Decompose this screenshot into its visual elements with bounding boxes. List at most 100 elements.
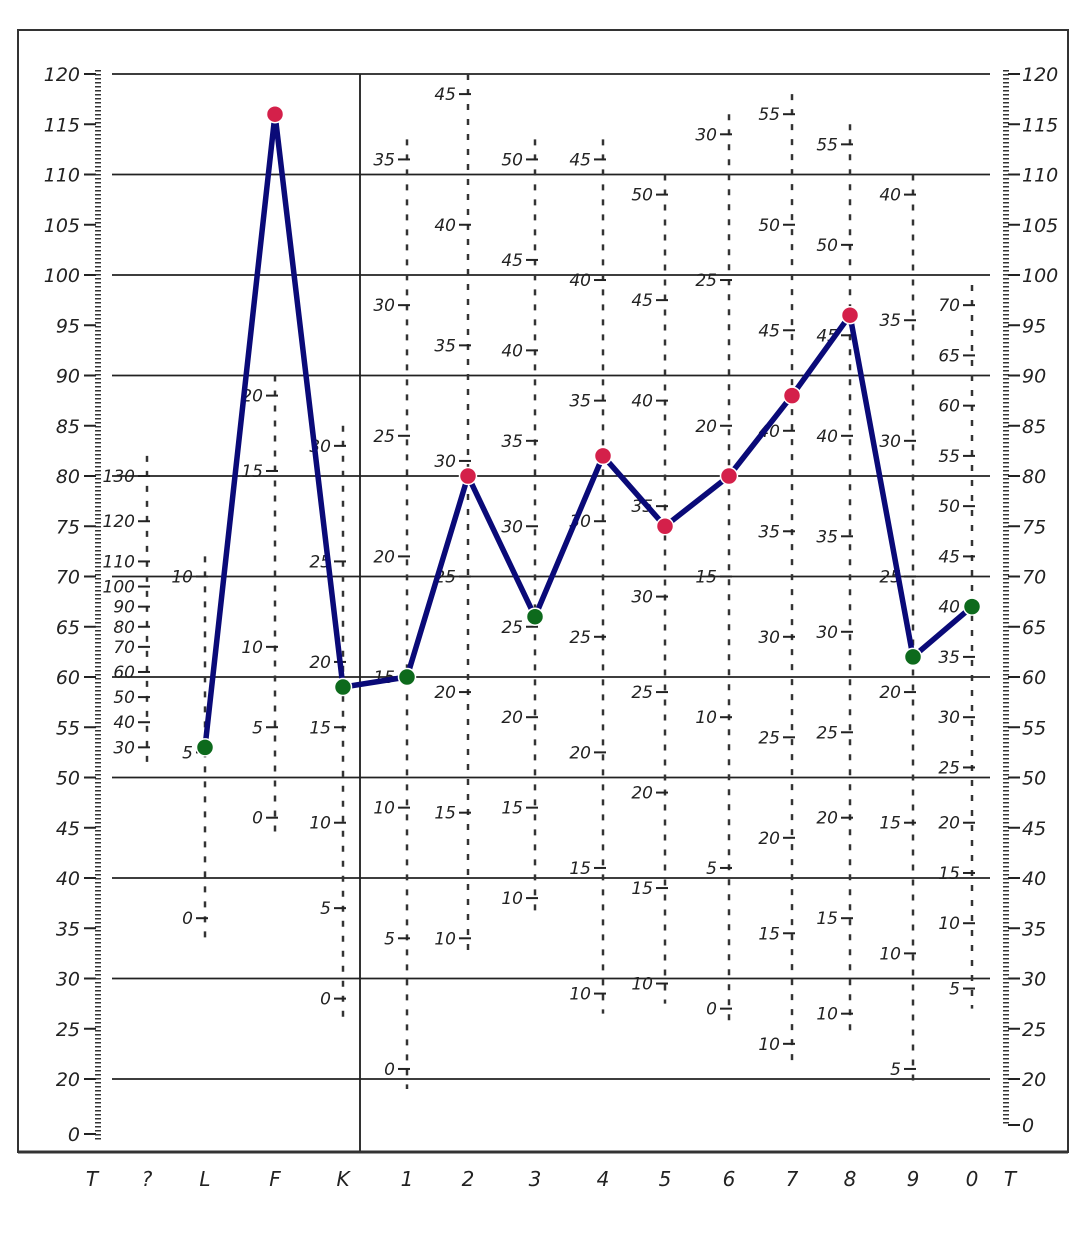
raw-score-label: 50 bbox=[631, 186, 653, 206]
category-label: ? bbox=[142, 1167, 153, 1191]
raw-score-label: 50 bbox=[938, 497, 960, 517]
raw-score-label: 20 bbox=[373, 547, 395, 567]
raw-score-label: 15 bbox=[938, 864, 960, 884]
raw-score-scales: 1301201101009080706050403010502015105030… bbox=[103, 74, 975, 1090]
right-tick-label: 100 bbox=[1022, 265, 1058, 287]
profile-point bbox=[962, 597, 982, 616]
raw-score-label: 10 bbox=[879, 944, 901, 964]
raw-score-label: 25 bbox=[631, 683, 653, 703]
raw-score-label: 15 bbox=[309, 718, 331, 738]
left-tick-label: 115 bbox=[44, 114, 80, 136]
category-label: L bbox=[199, 1167, 210, 1191]
raw-score-label: 15 bbox=[569, 859, 591, 879]
left-t-axis: 120 115 110 105 100 95 90 85 80 75 70 65 60 55 50 45 40 3… bbox=[44, 64, 96, 1146]
raw-score-label: 30 bbox=[879, 432, 901, 452]
raw-score-label: 10 bbox=[631, 975, 653, 995]
raw-score-label: 35 bbox=[879, 311, 901, 331]
raw-score-label: 5 bbox=[949, 980, 960, 1000]
right-tick-label: 35 bbox=[1022, 918, 1046, 940]
category-label: 0 bbox=[966, 1167, 979, 1191]
raw-score-label: 0 bbox=[252, 809, 263, 829]
raw-score-label: 25 bbox=[816, 723, 838, 743]
category-label: 7 bbox=[786, 1167, 799, 1191]
raw-score-label: 50 bbox=[758, 216, 780, 236]
raw-score-label: 10 bbox=[758, 1035, 780, 1055]
left-tick-label: 50 bbox=[56, 768, 80, 790]
raw-score-label: 45 bbox=[434, 85, 456, 105]
left-tick-label: 35 bbox=[56, 918, 80, 940]
raw-score-label: 10 bbox=[569, 985, 591, 1005]
raw-score-label: 10 bbox=[241, 638, 263, 658]
left-tick-label: 20 bbox=[56, 1069, 80, 1091]
right-tick-label: 70 bbox=[1022, 567, 1046, 589]
raw-score-label: 5 bbox=[182, 743, 193, 763]
raw-score-label: 15 bbox=[695, 568, 717, 588]
raw-score-label: 10 bbox=[171, 568, 193, 588]
raw-score-label: 0 bbox=[384, 1060, 395, 1080]
raw-score-label: 30 bbox=[631, 588, 653, 608]
raw-score-label: 5 bbox=[320, 899, 331, 919]
right-tick-label: 115 bbox=[1022, 114, 1058, 136]
right-tick-label: 105 bbox=[1022, 215, 1058, 237]
raw-score-label: 5 bbox=[252, 718, 263, 738]
raw-score-label: 20 bbox=[434, 683, 456, 703]
raw-score-label: 55 bbox=[938, 447, 960, 467]
raw-score-label: 20 bbox=[695, 417, 717, 437]
raw-score-label: 30 bbox=[816, 623, 838, 643]
raw-score-label: 30 bbox=[695, 125, 717, 145]
left-tick-label: 85 bbox=[56, 416, 80, 438]
profile-point bbox=[525, 607, 545, 626]
raw-score-label: 45 bbox=[631, 291, 653, 311]
right-tick-label: 90 bbox=[1022, 366, 1046, 388]
category-label: 6 bbox=[723, 1167, 736, 1191]
raw-score-label: 30 bbox=[501, 517, 523, 537]
raw-score-label: 35 bbox=[569, 392, 591, 412]
raw-score-label: 25 bbox=[758, 728, 780, 748]
profile-point bbox=[333, 677, 353, 697]
right-tick-label: 45 bbox=[1022, 818, 1046, 840]
raw-score-label: 5 bbox=[384, 929, 395, 949]
raw-score-label: 35 bbox=[373, 150, 395, 170]
profile-point bbox=[593, 446, 613, 466]
raw-score-label: 120 bbox=[103, 512, 135, 532]
category-label: 4 bbox=[597, 1167, 610, 1191]
raw-score-label: 30 bbox=[938, 708, 960, 728]
profile-point bbox=[397, 667, 417, 687]
profile-point bbox=[782, 386, 802, 405]
raw-score-label: 40 bbox=[113, 713, 135, 733]
right-t-axis: 120 115 110 105 100 95 90 85 80 75 70 65 60 55 50 45 40 3… bbox=[1008, 64, 1058, 1137]
raw-score-label: 10 bbox=[309, 814, 331, 834]
raw-score-label: 50 bbox=[816, 236, 838, 256]
left-tick-label: 70 bbox=[56, 567, 80, 589]
category-label: 2 bbox=[462, 1167, 475, 1191]
category-label: 8 bbox=[844, 1167, 857, 1191]
left-tick-label: 45 bbox=[56, 818, 80, 840]
raw-score-label: 45 bbox=[569, 150, 591, 170]
raw-score-label: 30 bbox=[113, 738, 135, 758]
raw-score-label: 40 bbox=[758, 422, 780, 442]
left-tick-label: 105 bbox=[44, 215, 80, 237]
raw-score-label: 15 bbox=[501, 799, 523, 819]
raw-score-label: 15 bbox=[758, 924, 780, 944]
raw-score-label: 25 bbox=[569, 628, 591, 648]
right-tick-label: 85 bbox=[1022, 416, 1046, 438]
raw-score-label: 25 bbox=[695, 271, 717, 291]
category-label: T bbox=[86, 1167, 100, 1191]
profile-point bbox=[719, 466, 739, 486]
raw-score-label: 10 bbox=[501, 889, 523, 909]
category-label: K bbox=[336, 1167, 351, 1191]
left-tick-label: 65 bbox=[56, 617, 80, 639]
raw-score-label: 90 bbox=[113, 598, 135, 618]
raw-score-label: 20 bbox=[631, 784, 653, 804]
left-tick-label: 90 bbox=[56, 366, 80, 388]
raw-score-label: 10 bbox=[373, 799, 395, 819]
x-axis-categories: T? L F K 1 2 3 4 5 6 7 8 9 0 T bbox=[86, 1167, 1018, 1191]
raw-score-label: 70 bbox=[113, 638, 135, 658]
profile-point bbox=[655, 517, 675, 536]
left-tick-label: 30 bbox=[56, 969, 80, 991]
category-label: 9 bbox=[907, 1167, 920, 1191]
raw-score-label: 35 bbox=[434, 336, 456, 356]
raw-score-label: 20 bbox=[758, 829, 780, 849]
raw-score-label: 10 bbox=[434, 929, 456, 949]
